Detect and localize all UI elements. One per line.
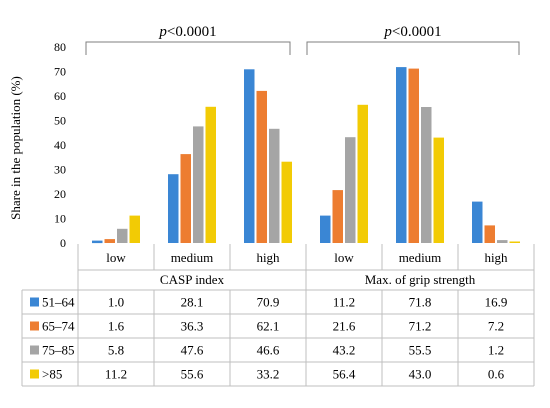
y-axis-ticks: 0 10 20 30 40 50 60 70 80: [54, 40, 66, 250]
data-label: 5.8: [108, 343, 124, 358]
p-value-label: p<0.0001: [383, 24, 441, 40]
p-value-label: p<0.0001: [158, 24, 216, 40]
bar: [320, 215, 331, 243]
x-tick-label: high: [256, 250, 280, 265]
y-tick-label: 60: [54, 89, 66, 103]
y-tick-label: 20: [54, 187, 66, 201]
y-tick-label: 80: [54, 40, 66, 54]
bar: [332, 190, 343, 243]
group-label: Max. of grip strength: [365, 272, 476, 287]
data-label: 47.6: [181, 343, 204, 358]
legend-swatch: [30, 297, 39, 307]
bar: [205, 106, 216, 243]
bar: [408, 68, 419, 243]
bar: [104, 239, 115, 243]
data-label: 71.8: [409, 295, 432, 310]
data-label: 43.0: [409, 367, 432, 382]
bar: [421, 107, 432, 243]
bar: [357, 104, 368, 243]
data-label: 1.0: [108, 295, 124, 310]
legend-label: 65–74: [42, 319, 75, 334]
legend-swatch: [30, 345, 39, 355]
data-label: 11.2: [333, 295, 355, 310]
y-tick-label: 10: [54, 212, 66, 226]
data-label: 7.2: [488, 319, 504, 334]
y-tick-label: 50: [54, 114, 66, 128]
x-tick-label: low: [106, 250, 126, 265]
y-axis-label: Share in the population (%): [8, 76, 23, 220]
bar: [269, 128, 280, 243]
data-label: 16.9: [485, 295, 508, 310]
y-tick-label: 70: [54, 65, 66, 79]
data-label: 43.2: [333, 343, 356, 358]
bar: [180, 154, 191, 243]
x-tick-label: medium: [171, 250, 214, 265]
legend-label: 75–85: [42, 343, 75, 358]
bar: [396, 67, 407, 243]
y-tick-label: 0: [60, 236, 66, 250]
data-label: 71.2: [409, 319, 432, 334]
bar: [433, 137, 444, 243]
bar: [244, 69, 255, 243]
y-tick-label: 30: [54, 163, 66, 177]
legend-swatch: [30, 321, 39, 331]
legend-label: >85: [42, 367, 62, 382]
legend-swatch: [30, 369, 39, 379]
x-tick-label: medium: [399, 250, 442, 265]
bar: [256, 90, 267, 244]
data-label: 21.6: [333, 319, 356, 334]
bar: [281, 161, 292, 243]
data-label: 28.1: [181, 295, 204, 310]
data-label: 11.2: [105, 367, 127, 382]
data-label: 70.9: [257, 295, 280, 310]
data-label: 33.2: [257, 367, 280, 382]
bar: [92, 240, 103, 244]
bars: [92, 67, 520, 244]
bar: [193, 126, 204, 243]
bar: [117, 228, 128, 243]
data-label: 62.1: [257, 319, 280, 334]
bar: [345, 137, 356, 243]
bar: [484, 225, 495, 243]
x-tick-label: high: [484, 250, 508, 265]
significance-bracket: [85, 41, 291, 55]
y-tick-label: 40: [54, 138, 66, 152]
bar: [497, 240, 508, 243]
data-label: 1.2: [488, 343, 504, 358]
data-table: low medium high low medium high CASP index Max.…: [21, 244, 535, 387]
bar: [472, 201, 483, 243]
group-label: CASP index: [160, 272, 225, 287]
significance-annotations: p<0.0001 p<0.0001: [85, 24, 520, 55]
data-label: 46.6: [257, 343, 280, 358]
data-label: 55.5: [409, 343, 432, 358]
x-tick-label: low: [334, 250, 354, 265]
data-label: 36.3: [181, 319, 204, 334]
data-label: 55.6: [181, 367, 204, 382]
data-label: 1.6: [108, 319, 125, 334]
data-label: 56.4: [333, 367, 356, 382]
significance-bracket: [306, 41, 520, 55]
bar: [168, 174, 179, 243]
legend-label: 51–64: [42, 295, 75, 310]
bar: [129, 215, 140, 243]
bar: [509, 241, 520, 243]
data-label: 0.6: [488, 367, 505, 382]
